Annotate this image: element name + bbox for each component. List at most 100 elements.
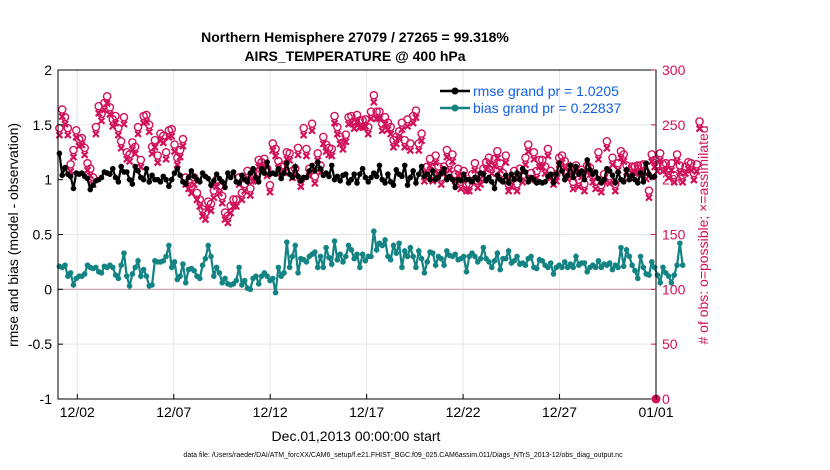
obs-assimilated-point (350, 124, 358, 133)
obs-assimilated-point (153, 158, 162, 167)
rmse-point (123, 169, 130, 175)
bias-point (657, 279, 664, 286)
obs-possible-point (661, 158, 671, 168)
rmse-point (559, 168, 565, 174)
rmse-point (505, 180, 512, 186)
obs-possible-point (307, 119, 317, 129)
rmse-point (278, 175, 284, 182)
bias-point (326, 254, 332, 261)
bias-point (559, 264, 565, 271)
rmse-point (601, 176, 607, 183)
legend-bias-label: bias grand pr = 0.22837 (473, 100, 621, 116)
obs-assimilated-point (176, 153, 184, 161)
bias-point (149, 282, 155, 288)
bias-point (472, 253, 478, 260)
rmse-point (140, 176, 147, 183)
bias-point (413, 264, 419, 271)
rmse-point (146, 179, 153, 185)
rmse-point (149, 172, 155, 179)
obs-assimilated-point (692, 167, 701, 176)
bias-point (143, 273, 150, 279)
bias-point (390, 242, 397, 249)
obs-assimilated-point (224, 219, 232, 227)
rmse-point (292, 163, 299, 170)
bias-point (138, 273, 144, 279)
x-tick-label: 12/07 (156, 404, 191, 420)
rmse-point (410, 168, 416, 174)
obs-possible-point (77, 133, 87, 143)
obs-assimilated-point (471, 166, 479, 174)
rmse-point (441, 165, 447, 172)
bias-point (441, 262, 447, 269)
obs-assimilated-point (125, 157, 134, 166)
obs-assimilated-point (294, 151, 302, 159)
bias-point (129, 271, 136, 277)
obs-possible-point (299, 123, 308, 133)
y-tick-right-label: 150 (662, 227, 686, 243)
obs-possible-point (195, 195, 205, 204)
obs-possible-point (302, 144, 311, 154)
bias-point (292, 242, 299, 249)
bias-point (592, 264, 599, 271)
rmse-point (401, 162, 408, 169)
rmse-point (424, 171, 430, 177)
rmse-point (488, 179, 495, 185)
obs-possible-point (97, 109, 106, 119)
bias-point (424, 259, 430, 265)
obs-possible-point (448, 150, 457, 159)
rmse-point (188, 168, 195, 174)
bias-point (488, 264, 495, 271)
obs-assimilated-point (218, 199, 227, 207)
obs-assimilated-point (190, 180, 198, 189)
obs-assimilated-point (367, 114, 375, 123)
bias-point (373, 247, 380, 253)
bias-point (354, 251, 360, 258)
rmse-point (295, 173, 301, 180)
obs-assimilated-point (120, 120, 128, 128)
rmse-point (261, 170, 268, 176)
rmse-point (309, 162, 315, 169)
obs-assimilated-point (69, 153, 78, 161)
bias-point (561, 259, 568, 265)
rmse-point (385, 171, 391, 177)
obs-assimilated-point (594, 155, 603, 164)
bias-point (514, 253, 520, 260)
obs-assimilated-point (378, 126, 387, 135)
bias-point (202, 255, 209, 262)
bias-point (289, 253, 296, 260)
bias-point (328, 261, 335, 267)
obs-possible-point (414, 139, 424, 148)
obs-assimilated-point (131, 149, 139, 158)
obs-possible-point (327, 144, 337, 154)
bias-point (573, 253, 579, 260)
obs-possible-point (150, 135, 160, 145)
rmse-point (272, 171, 279, 177)
obs-assimilated-point (476, 180, 485, 189)
rmse-point (337, 177, 343, 184)
bias-point (651, 264, 658, 271)
rmse-point (612, 180, 619, 186)
bias-point (640, 264, 647, 271)
rmse-point (250, 165, 256, 172)
obs-possible-point (285, 149, 294, 158)
obs-possible-point (543, 144, 553, 154)
obs-possible-point (114, 123, 123, 133)
rmse-point (556, 160, 562, 167)
rmse-point (115, 179, 122, 185)
rmse-point (427, 176, 433, 183)
rmse-point (205, 175, 212, 182)
bias-point (70, 282, 77, 288)
rmse-point (615, 169, 621, 175)
rmse-point (511, 176, 518, 183)
bias-point (81, 271, 88, 277)
obs-assimilated-point (238, 196, 246, 204)
bias-point (213, 264, 220, 271)
bias-point (545, 264, 551, 271)
obs-possible-point (434, 162, 443, 171)
bias-point (418, 255, 425, 262)
bias-point (351, 255, 357, 262)
rmse-point (317, 165, 324, 172)
rmse-point (390, 182, 397, 188)
rmse-point (452, 184, 459, 191)
data-file-footer: data file: /Users/raeder/DAI/ATM_forcXX/… (183, 452, 623, 459)
